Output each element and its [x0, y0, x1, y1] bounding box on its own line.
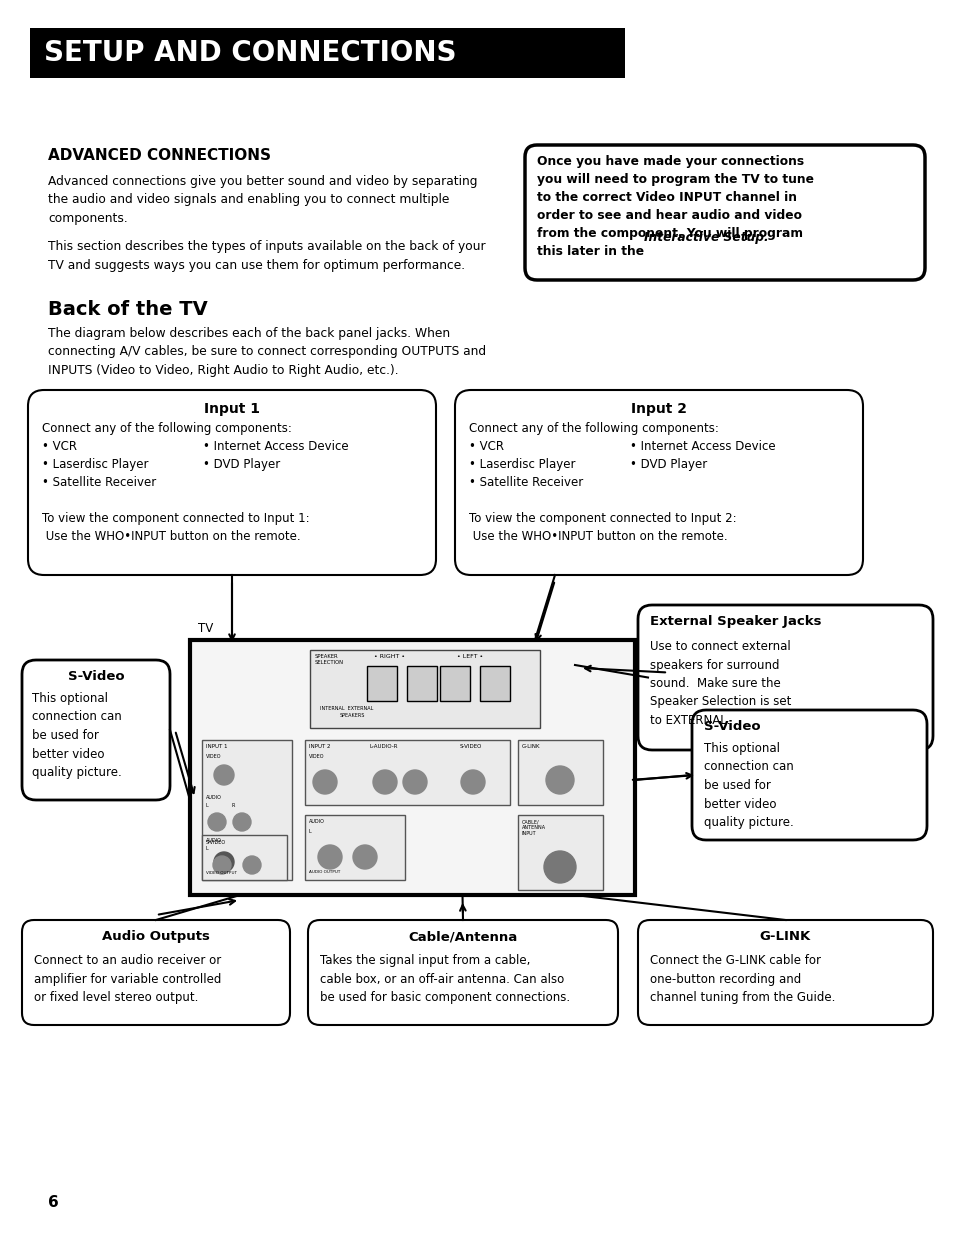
Text: VIDEO: VIDEO — [309, 754, 324, 759]
FancyBboxPatch shape — [524, 145, 924, 280]
Text: This section describes the types of inputs available on the back of your
TV and : This section describes the types of inpu… — [48, 241, 485, 272]
Circle shape — [313, 770, 336, 794]
Circle shape — [402, 770, 427, 794]
FancyBboxPatch shape — [308, 920, 618, 1025]
Circle shape — [213, 765, 233, 785]
Circle shape — [243, 856, 261, 874]
Bar — [439, 666, 470, 701]
Text: CABLE/
ANTENNA
INPUT: CABLE/ ANTENNA INPUT — [521, 818, 545, 836]
Bar — [367, 666, 396, 701]
FancyBboxPatch shape — [28, 391, 436, 575]
Text: INPUT 1: INPUT 1 — [206, 744, 227, 749]
Text: • VCR
• Laserdisc Player
• Satellite Receiver: • VCR • Laserdisc Player • Satellite Rec… — [42, 440, 156, 489]
FancyBboxPatch shape — [638, 605, 932, 750]
Text: S-Video: S-Video — [68, 670, 124, 683]
Text: AUDIO OUTPUT: AUDIO OUTPUT — [309, 870, 340, 874]
Bar — [202, 740, 292, 880]
Text: To view the component connected to Input 1:
 Use the WHO•INPUT button on the rem: To view the component connected to Input… — [42, 512, 310, 543]
Text: ADVANCED CONNECTIONS: ADVANCED CONNECTIONS — [48, 148, 271, 162]
FancyBboxPatch shape — [22, 920, 290, 1025]
Text: • RIGHT •: • RIGHT • — [374, 653, 405, 658]
FancyBboxPatch shape — [22, 660, 170, 800]
Text: Interactive Setup.: Interactive Setup. — [643, 232, 768, 244]
Text: • Internet Access Device
• DVD Player: • Internet Access Device • DVD Player — [203, 440, 348, 471]
Circle shape — [233, 813, 251, 831]
Text: Advanced connections give you better sound and video by separating
the audio and: Advanced connections give you better sou… — [48, 175, 477, 224]
Bar — [305, 740, 510, 805]
Text: Use to connect external
speakers for surround
sound.  Make sure the
Speaker Sele: Use to connect external speakers for sur… — [649, 640, 791, 727]
Bar — [310, 650, 539, 728]
Text: SETUP AND CONNECTIONS: SETUP AND CONNECTIONS — [44, 38, 456, 67]
Bar — [407, 666, 436, 701]
FancyBboxPatch shape — [691, 711, 926, 839]
Circle shape — [545, 766, 574, 794]
Circle shape — [353, 844, 376, 869]
Circle shape — [213, 856, 231, 874]
Bar — [479, 666, 510, 701]
Text: To view the component connected to Input 2:
 Use the WHO•INPUT button on the rem: To view the component connected to Input… — [469, 512, 736, 543]
Text: Connect any of the following components:: Connect any of the following components: — [42, 422, 292, 435]
Text: G-LINK: G-LINK — [521, 744, 540, 749]
Text: S-Video: S-Video — [703, 720, 760, 733]
Circle shape — [543, 851, 576, 883]
Text: L: L — [206, 804, 209, 808]
Text: AUDIO: AUDIO — [206, 795, 222, 800]
Text: VIDEO: VIDEO — [206, 754, 221, 759]
Bar — [517, 815, 602, 890]
Circle shape — [213, 852, 233, 872]
Bar — [30, 29, 624, 78]
Text: The diagram below describes each of the back panel jacks. When
connecting A/V ca: The diagram below describes each of the … — [48, 327, 486, 377]
Text: S-VIDEO: S-VIDEO — [459, 744, 482, 749]
Text: Connect the G-LINK cable for
one-button recording and
channel tuning from the Gu: Connect the G-LINK cable for one-button … — [649, 954, 835, 1004]
Text: SPEAKER
SELECTION: SPEAKER SELECTION — [314, 653, 344, 665]
Text: VIDEO OUTPUT: VIDEO OUTPUT — [206, 870, 236, 875]
Bar — [305, 815, 405, 880]
Text: This optional
connection can
be used for
better video
quality picture.: This optional connection can be used for… — [703, 742, 793, 830]
Bar — [202, 835, 287, 880]
Text: Input 2: Input 2 — [630, 402, 686, 415]
Bar — [517, 740, 602, 805]
Text: TV: TV — [198, 622, 213, 635]
Text: AUDIO: AUDIO — [309, 818, 325, 825]
Text: INPUT 2: INPUT 2 — [309, 744, 330, 749]
Text: L-AUDIO-R: L-AUDIO-R — [370, 744, 398, 749]
Text: Connect to an audio receiver or
amplifier for variable controlled
or fixed level: Connect to an audio receiver or amplifie… — [34, 954, 221, 1004]
Text: Back of the TV: Back of the TV — [48, 300, 208, 319]
Text: This optional
connection can
be used for
better video
quality picture.: This optional connection can be used for… — [32, 692, 122, 779]
Text: 6: 6 — [48, 1195, 59, 1210]
Text: • LEFT •: • LEFT • — [456, 653, 482, 658]
Circle shape — [317, 844, 341, 869]
Bar — [190, 640, 635, 895]
Text: L: L — [206, 846, 209, 851]
Text: R: R — [232, 804, 235, 808]
Text: Input 1: Input 1 — [204, 402, 260, 415]
Text: G-LINK: G-LINK — [760, 930, 810, 942]
Text: • VCR
• Laserdisc Player
• Satellite Receiver: • VCR • Laserdisc Player • Satellite Rec… — [469, 440, 582, 489]
Circle shape — [460, 770, 484, 794]
Text: Takes the signal input from a cable,
cable box, or an off-air antenna. Can also
: Takes the signal input from a cable, cab… — [319, 954, 570, 1004]
Text: S-VIDEO: S-VIDEO — [206, 839, 226, 844]
Text: Connect any of the following components:: Connect any of the following components: — [469, 422, 719, 435]
Text: INTERNAL  EXTERNAL: INTERNAL EXTERNAL — [319, 706, 373, 711]
Text: Once you have made your connections
you will need to program the TV to tune
to t: Once you have made your connections you … — [537, 155, 813, 258]
FancyBboxPatch shape — [638, 920, 932, 1025]
Text: AUDIO: AUDIO — [206, 838, 222, 843]
Text: External Speaker Jacks: External Speaker Jacks — [649, 615, 821, 627]
Text: SPEAKERS: SPEAKERS — [339, 713, 365, 718]
Text: L: L — [309, 830, 312, 835]
Circle shape — [208, 813, 226, 831]
Text: Cable/Antenna: Cable/Antenna — [408, 930, 517, 942]
Text: • Internet Access Device
• DVD Player: • Internet Access Device • DVD Player — [629, 440, 775, 471]
FancyBboxPatch shape — [455, 391, 862, 575]
Circle shape — [373, 770, 396, 794]
Text: Audio Outputs: Audio Outputs — [102, 930, 210, 942]
